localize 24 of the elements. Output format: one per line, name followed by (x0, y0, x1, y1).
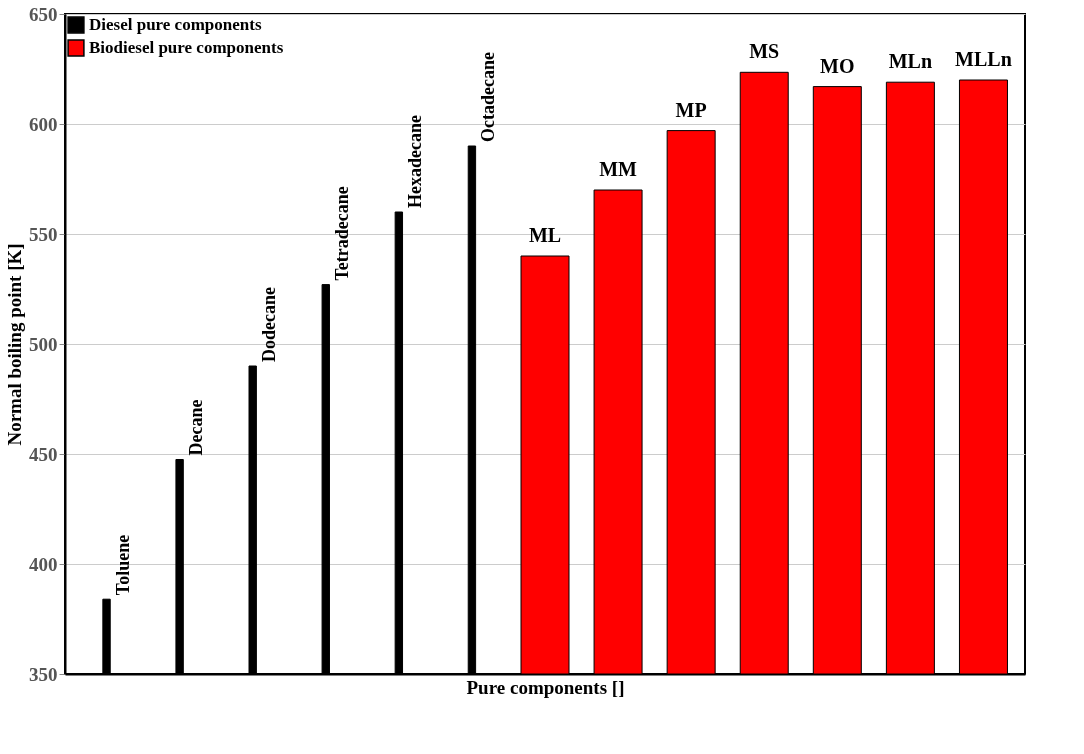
x-tick-label: MP (675, 98, 707, 121)
x-tick-label: Tetradecane (331, 186, 352, 281)
x-tick-label: MLn (888, 50, 933, 73)
y-tick-label: 650 (29, 3, 58, 25)
x-tick-label: Hexadecane (404, 115, 425, 208)
x-tick-label: MO (820, 54, 855, 77)
x-tick-label: MLLn (955, 48, 1012, 70)
y-tick-label: 350 (29, 663, 58, 685)
y-tick-label: 550 (29, 223, 58, 245)
y-tick-label: 450 (29, 443, 58, 465)
y-tick-label: 400 (29, 553, 58, 575)
y-tick-label: 500 (29, 333, 58, 355)
x-tick-label: Dodecane (258, 287, 279, 362)
x-tick-label: Toluene (112, 534, 133, 596)
x-axis-title: Pure components [] (466, 676, 625, 698)
legend-label: Biodiesel pure components (89, 38, 284, 57)
legend-label: Diesel pure components (89, 15, 262, 34)
y-tick-label: 600 (29, 113, 58, 135)
x-tick-label: Decane (185, 399, 206, 456)
x-tick-label: MS (749, 40, 780, 63)
x-tick-label: ML (528, 224, 562, 246)
x-tick-label: Octadecane (477, 52, 498, 142)
x-tick-label: MM (599, 158, 638, 180)
y-axis-title: Normal boiling point [K] (4, 243, 25, 446)
